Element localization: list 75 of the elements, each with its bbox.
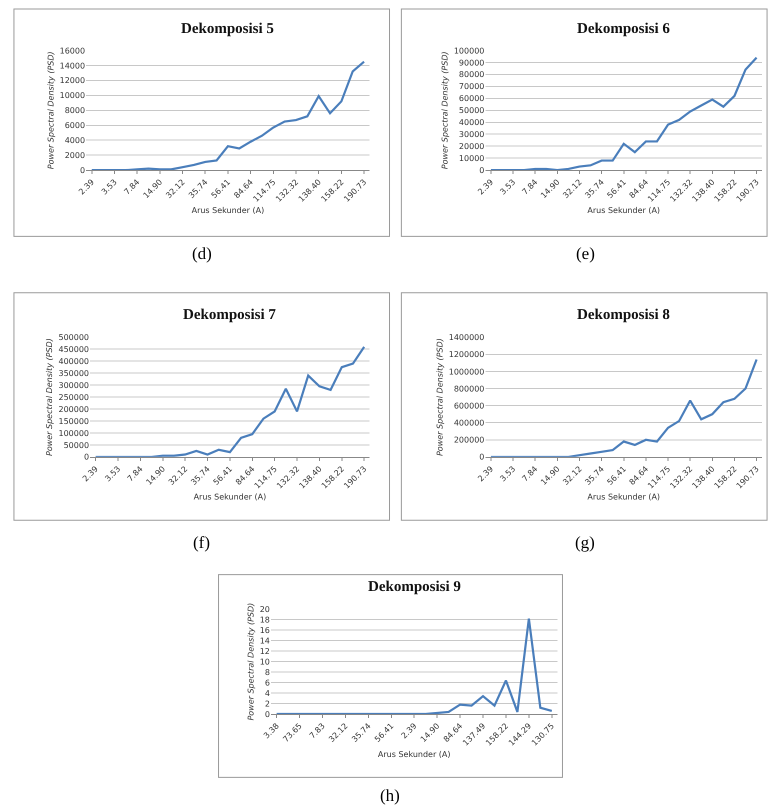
y-tick-label: 10 (260, 657, 270, 666)
line-series (490, 56, 758, 170)
y-tick-label: 350000 (58, 368, 90, 378)
y-tick-label: 1400000 (448, 333, 484, 342)
y-tick-label: 16000 (60, 46, 86, 56)
y-tick-label: 2000 (64, 150, 86, 160)
y-tick-label: 400000 (454, 418, 484, 428)
y-tick-label: 6000 (64, 121, 86, 130)
chart-title: Dekomposisi 5 (181, 21, 274, 37)
y-tick-label: 20 (260, 605, 270, 614)
y-tick-label: 1200000 (448, 350, 484, 360)
x-axis-title: Arus Sekunder (A) (587, 206, 660, 215)
y-tick-label: 8000 (64, 106, 86, 116)
line-series (90, 60, 366, 170)
y-axis-title: Power Spectral Density (PSD) (435, 338, 444, 456)
text: (f) (193, 533, 210, 552)
y-tick-label: 50000 (458, 106, 484, 116)
text: (d) (192, 244, 212, 263)
y-tick-label: 400000 (58, 356, 90, 366)
y-tick-label: 12000 (60, 76, 86, 86)
y-tick-label: 6 (264, 678, 270, 688)
x-axis-title: Arus Sekunder (A) (194, 492, 266, 502)
x-axis-title: Arus Sekunder (A) (378, 750, 451, 759)
y-tick-label: 200000 (454, 436, 484, 445)
y-tick-label: 10000 (60, 91, 86, 100)
y-tick-label: 14000 (60, 61, 86, 70)
y-tick-label: 10000 (458, 154, 484, 163)
y-tick-label: 300000 (58, 380, 90, 390)
y-tick-label: 200000 (58, 404, 90, 414)
y-tick-label: 16 (260, 626, 270, 635)
y-tick-label: 70000 (458, 82, 484, 92)
line-series (276, 618, 553, 714)
y-tick-label: 18 (260, 615, 270, 624)
y-tick-label: 20000 (458, 142, 484, 152)
line-series (490, 358, 758, 457)
y-tick-label: 250000 (58, 392, 90, 402)
y-tick-label: 12 (260, 646, 270, 656)
x-axis-title: Arus Sekunder (A) (587, 492, 660, 502)
y-tick-label: 40000 (458, 118, 484, 128)
y-tick-label: 100000 (454, 46, 484, 56)
y-tick-label: 80000 (458, 70, 484, 80)
y-tick-label: 30000 (458, 130, 484, 140)
y-tick-label: 0 (80, 166, 86, 175)
text: (e) (576, 244, 595, 263)
y-tick-label: 8 (264, 668, 270, 677)
y-tick-label: 0 (479, 452, 484, 462)
y-axis-title: Power Spectral Density (PSD) (440, 51, 450, 170)
y-axis-title: Power Spectral Density (PSD) (46, 51, 56, 170)
y-tick-label: 50000 (64, 440, 90, 450)
y-tick-label: 150000 (58, 416, 90, 426)
y-axis-title: Power Spectral Density (PSD) (45, 338, 54, 456)
y-tick-label: 0 (264, 710, 270, 719)
y-tick-label: 600000 (454, 401, 484, 410)
y-tick-label: 1000000 (448, 367, 484, 376)
y-tick-label: 90000 (458, 58, 484, 68)
y-tick-label: 4 (264, 688, 270, 698)
y-tick-label: 2 (264, 699, 270, 708)
text: (g) (575, 533, 595, 552)
chart-title: Dekomposisi 8 (577, 307, 670, 323)
line-series (94, 346, 366, 457)
y-tick-label: 14 (260, 636, 270, 646)
y-tick-label: 60000 (458, 94, 484, 104)
y-tick-label: 0 (479, 166, 484, 175)
chart-title: Dekomposisi 6 (577, 21, 670, 37)
y-tick-label: 450000 (58, 345, 90, 354)
y-tick-label: 500000 (58, 333, 90, 342)
text: (h) (380, 786, 400, 805)
x-axis-title: Arus Sekunder (A) (192, 206, 264, 215)
y-tick-label: 0 (84, 452, 90, 462)
y-tick-label: 100000 (58, 428, 90, 438)
chart-title: Dekomposisi 9 (368, 579, 461, 595)
y-tick-label: 4000 (64, 136, 86, 146)
y-tick-label: 800000 (454, 384, 484, 394)
chart-title: Dekomposisi 7 (183, 307, 276, 323)
y-axis-title: Power Spectral Density (PSD) (246, 602, 256, 721)
